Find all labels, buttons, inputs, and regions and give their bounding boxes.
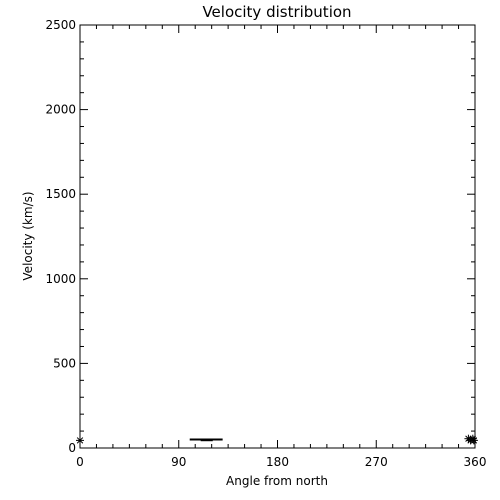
- x-tick-label: 90: [171, 455, 186, 469]
- asterisk-stroke: [470, 437, 478, 444]
- x-tick-label: 360: [464, 455, 487, 469]
- y-tick-label: 0: [68, 441, 76, 455]
- asterisk-stroke: [76, 437, 84, 444]
- chart-title: Velocity distribution: [202, 3, 351, 21]
- y-tick-label: 2000: [45, 103, 76, 117]
- x-axis-title: Angle from north: [226, 474, 328, 488]
- y-tick-label: 500: [53, 356, 76, 370]
- x-tick-label: 270: [365, 455, 388, 469]
- y-tick-label: 1500: [45, 187, 76, 201]
- y-axis-title: Velocity (km/s): [21, 191, 35, 280]
- data-point: [469, 436, 478, 445]
- x-tick-label: 180: [266, 455, 289, 469]
- data-point: [76, 436, 84, 445]
- axis-ticks: [79, 24, 476, 449]
- y-tick-label: 1000: [45, 272, 76, 286]
- y-tick-label: 2500: [45, 18, 76, 32]
- x-tick-label: 0: [76, 455, 84, 469]
- tick-labels: 0 90 180 270 360 0 500 1000 1500 2000 2500: [45, 18, 486, 469]
- data-marks: [76, 434, 478, 445]
